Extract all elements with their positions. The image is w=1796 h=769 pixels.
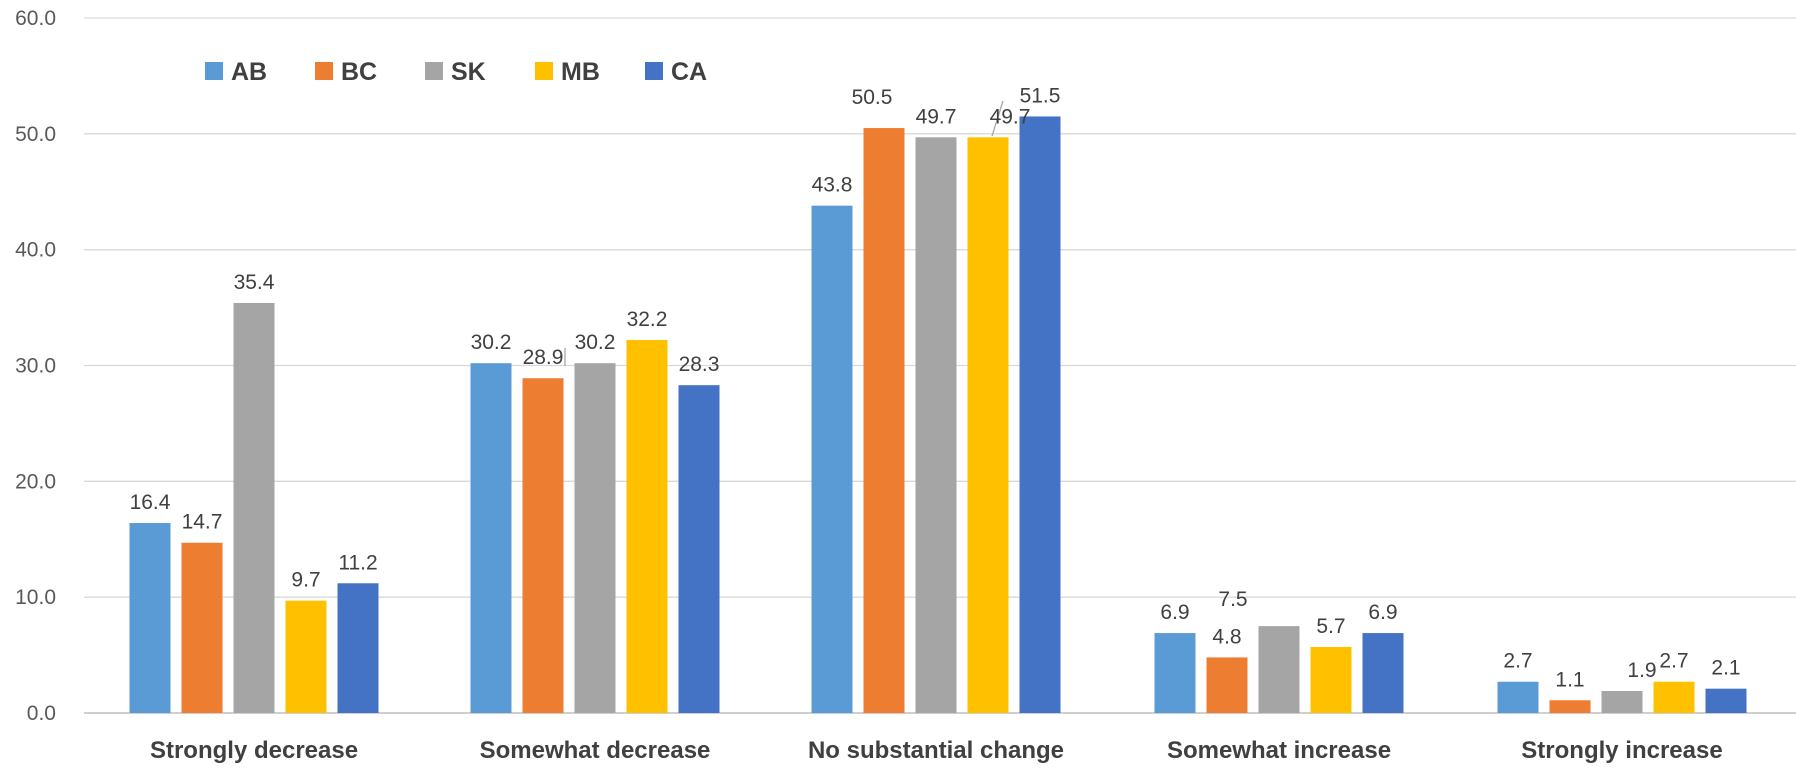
bar-mb xyxy=(285,600,327,713)
y-tick-label: 30.0 xyxy=(15,355,56,378)
legend-label: AB xyxy=(231,58,267,86)
data-label: 1.9 xyxy=(1627,659,1656,682)
data-label: 1.1 xyxy=(1555,668,1584,691)
x-category-label: Somewhat increase xyxy=(1167,737,1391,764)
data-label: 49.7 xyxy=(990,105,1031,128)
legend-label: CA xyxy=(671,58,707,86)
data-label: 5.7 xyxy=(1316,615,1345,638)
data-label: 43.8 xyxy=(812,174,853,197)
bar-ca xyxy=(1705,688,1747,713)
x-axis-category-labels: Strongly decrease Somewhat decrease No sub… xyxy=(150,737,1723,764)
data-label: 7.5 xyxy=(1218,588,1247,611)
data-label: 6.9 xyxy=(1160,601,1189,624)
data-label: 2.7 xyxy=(1659,650,1688,673)
data-label: 51.5 xyxy=(1020,84,1061,107)
data-label: 2.1 xyxy=(1711,657,1740,680)
bar-bc xyxy=(1206,657,1248,713)
data-label: 28.9 xyxy=(523,346,564,369)
legend-label: BC xyxy=(341,58,377,86)
y-tick-label: 50.0 xyxy=(15,123,56,146)
bar-sk xyxy=(1258,626,1300,713)
legend-label: SK xyxy=(451,58,486,86)
bar-mb xyxy=(1310,646,1352,713)
x-category-label: Strongly increase xyxy=(1521,737,1722,764)
bar-ca xyxy=(1019,116,1061,714)
bar-bc xyxy=(1549,700,1591,713)
bar-ab xyxy=(811,205,853,713)
data-label-leader-lines xyxy=(564,100,1004,366)
y-tick-label: 60.0 xyxy=(15,7,56,30)
bar-ab xyxy=(129,523,171,713)
data-label: 14.7 xyxy=(182,511,223,534)
x-category-label: No substantial change xyxy=(808,737,1064,764)
data-label: 4.8 xyxy=(1212,625,1241,648)
legend-swatch-mb xyxy=(535,62,553,80)
bar-bc xyxy=(863,128,905,713)
data-label: 32.2 xyxy=(627,308,668,331)
y-tick-label: 10.0 xyxy=(15,586,56,609)
bar-bc xyxy=(181,542,223,713)
leader-line xyxy=(991,100,1004,137)
data-label: 30.2 xyxy=(575,331,616,354)
bar-ab xyxy=(1497,681,1539,713)
data-label: 50.5 xyxy=(852,86,893,109)
bar-sk xyxy=(1601,690,1643,713)
bar-ab xyxy=(1154,633,1196,713)
bar-bc xyxy=(522,378,564,713)
data-label: 16.4 xyxy=(130,491,171,514)
data-label: 49.7 xyxy=(916,105,957,128)
legend-swatch-sk xyxy=(425,62,443,80)
bar-ab xyxy=(470,363,512,713)
data-label: 35.4 xyxy=(234,271,275,294)
bar-sk xyxy=(915,137,957,713)
x-category-label: Somewhat decrease xyxy=(480,737,711,764)
legend-swatch-ab xyxy=(205,62,223,80)
data-label: 30.2 xyxy=(471,331,512,354)
legend-swatch-ca xyxy=(645,62,663,80)
legend-swatch-bc xyxy=(315,62,333,80)
bars xyxy=(129,116,1747,714)
bar-mb xyxy=(1653,681,1695,713)
x-category-label: Strongly decrease xyxy=(150,737,358,764)
bar-mb xyxy=(967,137,1009,713)
bar-sk xyxy=(574,363,616,713)
legend: AB BC SK MB CA xyxy=(205,58,707,86)
data-label: 6.9 xyxy=(1368,601,1397,624)
bar-ca xyxy=(1362,633,1404,713)
data-label: 9.7 xyxy=(291,569,320,592)
data-label: 28.3 xyxy=(679,353,720,376)
y-axis-tick-labels: 0.0 10.0 20.0 30.0 40.0 50.0 60.0 xyxy=(15,7,56,725)
bar-sk xyxy=(233,302,275,713)
data-label: 11.2 xyxy=(338,551,377,574)
legend-label: MB xyxy=(561,58,600,86)
bar-mb xyxy=(626,340,668,713)
y-tick-label: 40.0 xyxy=(15,239,56,262)
y-tick-label: 20.0 xyxy=(15,470,56,493)
data-label: 2.7 xyxy=(1503,650,1532,673)
bar-ca xyxy=(337,583,379,713)
y-tick-label: 0.0 xyxy=(27,702,56,725)
bar-ca xyxy=(678,385,720,713)
data-labels: 16.4 30.2 43.8 6.9 2.7 14.7 28.9 50.5 4.8 1.1 35.4… xyxy=(130,84,1741,691)
